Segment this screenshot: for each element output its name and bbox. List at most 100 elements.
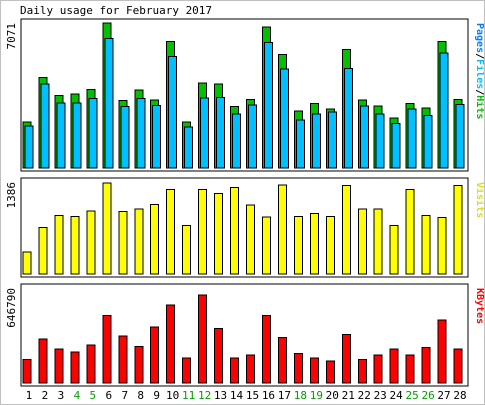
bar-hits-files-day-25 — [407, 108, 417, 169]
x-tick-day-6: 6 — [105, 389, 112, 402]
x-tick-day-26: 26 — [421, 389, 434, 402]
legend-entry-hits-2: Files — [474, 59, 484, 89]
bar-hits-files-day-5 — [88, 97, 98, 169]
legend-entry-hits-4: Hits — [474, 95, 484, 119]
x-tick-day-23: 23 — [374, 389, 387, 402]
bar-visits-visits-day-14 — [230, 187, 240, 275]
bar-hits-files-day-14 — [232, 113, 242, 169]
x-tick-day-20: 20 — [326, 389, 339, 402]
x-tick-day-27: 27 — [437, 389, 450, 402]
panel-max-label-visits: 1386 — [5, 182, 18, 209]
bar-visits-visits-day-7 — [118, 211, 128, 275]
bar-hits-files-day-16 — [263, 41, 273, 169]
bar-hits-files-day-12 — [200, 97, 210, 169]
bar-kbytes-kbytes-day-2 — [38, 338, 48, 384]
x-tick-day-28: 28 — [453, 389, 466, 402]
bar-hits-files-day-1 — [24, 125, 34, 169]
bar-hits-files-day-15 — [248, 104, 257, 169]
bar-kbytes-kbytes-day-20 — [325, 360, 335, 384]
bar-hits-files-day-7 — [120, 105, 130, 169]
legend-entry-visits-0: Visits — [474, 182, 484, 218]
bar-kbytes-kbytes-day-26 — [421, 347, 431, 384]
bar-kbytes-kbytes-day-19 — [309, 357, 319, 384]
x-tick-day-4: 4 — [74, 389, 81, 402]
x-tick-day-13: 13 — [214, 389, 227, 402]
bar-kbytes-kbytes-day-27 — [437, 319, 447, 384]
bar-kbytes-kbytes-day-25 — [405, 354, 415, 384]
bar-hits-files-day-22 — [359, 105, 369, 169]
x-tick-day-1: 1 — [26, 389, 33, 402]
bar-kbytes-kbytes-day-4 — [70, 351, 80, 384]
bar-visits-visits-day-22 — [357, 208, 367, 275]
bar-visits-visits-day-5 — [86, 210, 96, 275]
bar-visits-visits-day-11 — [182, 225, 192, 275]
bar-visits-visits-day-26 — [421, 215, 431, 275]
x-tick-day-16: 16 — [262, 389, 275, 402]
bar-hits-files-day-11 — [184, 126, 194, 169]
bar-visits-visits-day-25 — [405, 189, 415, 275]
bar-hits-files-day-20 — [327, 111, 337, 169]
x-tick-day-11: 11 — [182, 389, 195, 402]
bar-kbytes-kbytes-day-18 — [293, 353, 303, 384]
panel-legend-visits: Visits — [474, 182, 484, 218]
legend-entry-hits-3: / — [474, 89, 484, 95]
panel-legend-hits: Pages/Files/Hits — [474, 23, 484, 119]
bar-visits-visits-day-18 — [293, 215, 303, 275]
bar-visits-visits-day-17 — [277, 184, 287, 275]
bar-kbytes-kbytes-day-6 — [102, 314, 112, 384]
bar-visits-visits-day-24 — [389, 225, 399, 275]
bar-visits-visits-day-13 — [214, 193, 224, 275]
bar-kbytes-kbytes-day-23 — [373, 354, 383, 384]
bar-kbytes-kbytes-day-22 — [357, 358, 367, 384]
x-tick-day-15: 15 — [246, 389, 259, 402]
bar-hits-files-day-10 — [168, 56, 178, 169]
x-tick-day-12: 12 — [198, 389, 211, 402]
bar-kbytes-kbytes-day-12 — [198, 294, 208, 384]
bar-kbytes-kbytes-day-16 — [261, 314, 271, 384]
bar-visits-visits-day-4 — [70, 215, 80, 275]
bar-visits-visits-day-2 — [38, 227, 48, 275]
bar-kbytes-kbytes-day-1 — [22, 358, 32, 384]
x-tick-day-10: 10 — [166, 389, 179, 402]
bar-kbytes-kbytes-day-11 — [182, 357, 192, 384]
bar-visits-visits-day-27 — [437, 217, 447, 275]
bar-visits-visits-day-21 — [341, 185, 351, 275]
bar-hits-files-day-3 — [56, 102, 66, 169]
bar-hits-files-day-26 — [423, 115, 433, 169]
bar-visits-visits-day-19 — [309, 213, 319, 275]
x-tick-day-2: 2 — [42, 389, 49, 402]
x-tick-day-19: 19 — [310, 389, 323, 402]
bar-hits-files-day-2 — [40, 83, 50, 169]
bar-hits-files-day-21 — [343, 67, 353, 169]
bar-visits-visits-day-8 — [134, 208, 144, 275]
bar-visits-visits-day-12 — [198, 189, 208, 275]
bar-hits-files-day-23 — [375, 113, 385, 169]
panel-max-label-hits: 7071 — [5, 23, 18, 50]
bar-kbytes-kbytes-day-13 — [214, 328, 224, 384]
x-tick-day-24: 24 — [390, 389, 404, 402]
bar-hits-files-day-19 — [311, 113, 321, 169]
bar-hits-files-day-9 — [152, 105, 162, 169]
bar-kbytes-kbytes-day-28 — [453, 348, 463, 384]
bar-kbytes-kbytes-day-3 — [54, 348, 64, 384]
bar-hits-files-day-28 — [455, 103, 465, 169]
bar-kbytes-kbytes-day-7 — [118, 335, 128, 384]
bar-kbytes-kbytes-day-8 — [134, 345, 144, 384]
bar-visits-visits-day-15 — [246, 204, 255, 275]
panel-legend-kbytes: KBytes — [474, 288, 484, 324]
bar-visits-visits-day-16 — [261, 216, 271, 275]
panel-max-label-kbytes: 646790 — [5, 288, 18, 328]
x-tick-day-7: 7 — [121, 389, 128, 402]
x-tick-day-17: 17 — [278, 389, 291, 402]
bar-kbytes-kbytes-day-24 — [389, 348, 399, 384]
bar-visits-visits-day-23 — [373, 208, 383, 275]
bar-hits-files-day-17 — [279, 68, 289, 169]
bar-hits-files-day-6 — [104, 37, 114, 169]
bar-visits-visits-day-1 — [22, 251, 32, 275]
legend-entry-hits-1: / — [474, 53, 484, 59]
x-tick-day-14: 14 — [230, 389, 244, 402]
x-tick-day-5: 5 — [90, 389, 97, 402]
chart-title: Daily usage for February 2017 — [20, 4, 213, 17]
bar-kbytes-kbytes-day-17 — [277, 336, 287, 384]
